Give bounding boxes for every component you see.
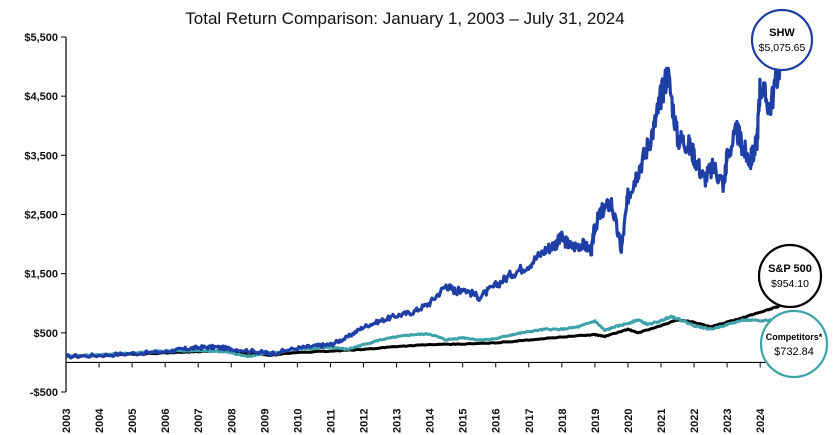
callout-circle	[750, 8, 814, 72]
y-tick-label: $500	[34, 328, 58, 340]
x-tick-label: 2012	[359, 409, 371, 433]
series-lines	[65, 62, 782, 360]
x-axis: 2003 2004 2005 2006 2007 2008 2009 2010 2011 2012…	[61, 361, 790, 433]
x-tick-label: 2023	[722, 409, 734, 433]
x-tick-label: 2010	[292, 409, 304, 433]
y-tick-label: -$500	[30, 387, 58, 399]
callout-shw: SHW $5,075.65	[750, 8, 814, 72]
x-tick-label: 2014	[425, 408, 437, 433]
x-tick-label: 2013	[392, 409, 404, 433]
callout-series-name: Competitors*	[766, 332, 823, 342]
callout-s-p-500: S&P 500 $954.10	[757, 243, 823, 309]
x-tick-label: 2011	[325, 409, 337, 433]
series-line-competitors	[65, 314, 781, 359]
series-line-shw	[65, 62, 782, 360]
x-tick-label: 2022	[689, 409, 701, 433]
chart-title: Total Return Comparison: January 1, 2003…	[185, 9, 624, 28]
x-tick-label: 2006	[160, 409, 172, 433]
end-value-callouts: SHW $5,075.65 S&P 500 $954.10 Competitors* $7…	[750, 8, 829, 379]
x-tick-label: 2024	[755, 408, 767, 433]
x-tick-label: 2020	[623, 409, 635, 433]
callout-end-value: $732.84	[774, 346, 814, 358]
x-tick-label: 2019	[590, 409, 602, 433]
callout-end-value: $5,075.65	[759, 42, 806, 54]
y-tick-label: $1,500	[24, 269, 58, 281]
y-axis: -$500 $500 $1,500 $2,500 $3,500 $4,500 $5,500	[24, 32, 67, 399]
x-tick-label: 2005	[127, 409, 139, 433]
x-tick-label: 2016	[491, 409, 503, 433]
y-tick-label: $4,500	[24, 91, 58, 103]
x-tick-label: 2008	[226, 409, 238, 433]
callout-series-name: S&P 500	[768, 263, 812, 275]
callout-series-name: SHW	[769, 27, 795, 39]
x-tick-label: 2021	[656, 409, 668, 433]
x-tick-label: 2018	[557, 409, 569, 433]
x-tick-label: 2009	[259, 409, 271, 433]
callout-circle	[757, 243, 823, 309]
callout-circle	[759, 309, 829, 379]
x-tick-label: 2015	[458, 409, 470, 433]
x-tick-label: 2017	[524, 409, 536, 433]
y-tick-label: $2,500	[24, 210, 58, 222]
callout-competitors: Competitors* $732.84	[759, 309, 829, 379]
x-tick-label: 2003	[61, 409, 73, 433]
x-tick-label: 2007	[193, 409, 205, 433]
y-tick-label: $3,500	[24, 150, 58, 162]
callout-end-value: $954.10	[771, 278, 809, 290]
x-tick-label: 2004	[94, 408, 106, 433]
y-tick-label: $5,500	[24, 32, 58, 44]
